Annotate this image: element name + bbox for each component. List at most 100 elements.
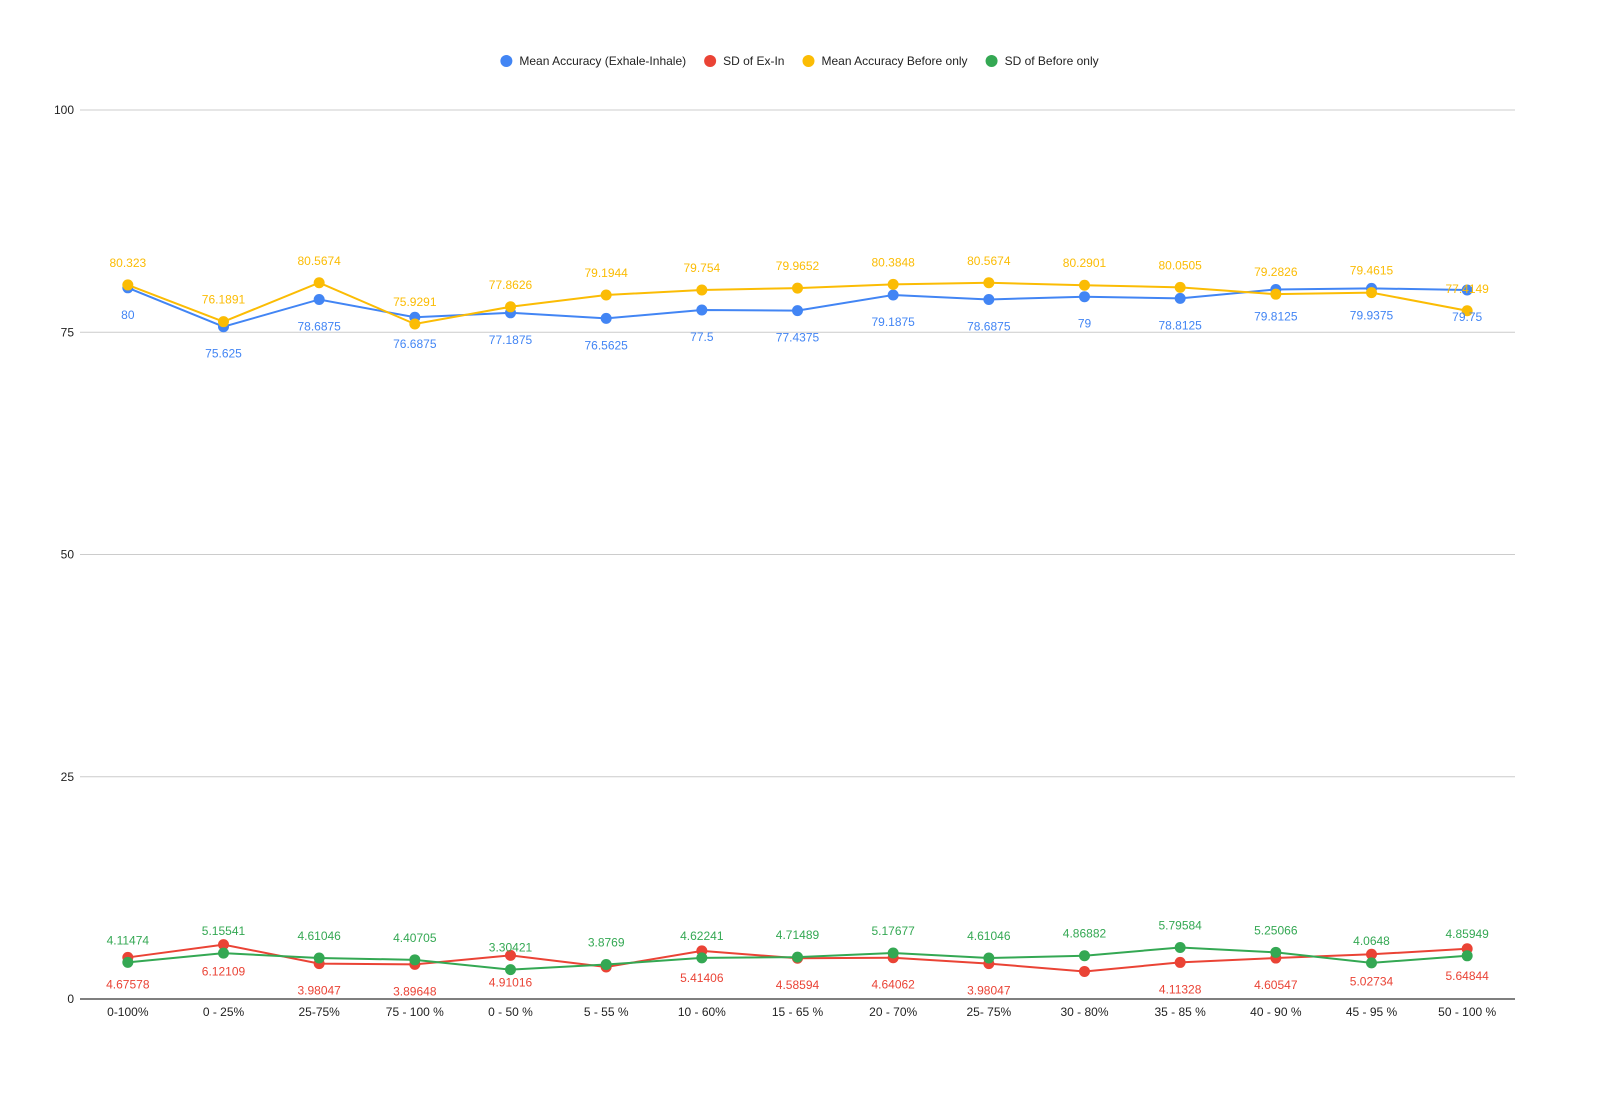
data-label: 4.62241 [680,929,724,943]
data-label: 79.8125 [1254,309,1298,323]
y-tick-label: 50 [61,548,75,562]
data-label: 5.79584 [1158,918,1202,932]
y-tick-label: 0 [67,992,74,1006]
data-point [1366,287,1377,299]
y-tick-label: 25 [61,770,75,784]
data-label: 80.5674 [967,254,1011,268]
x-tick-label: 0-100% [107,1005,149,1019]
data-point [409,318,421,330]
x-tick-label: 0 - 50 % [488,1005,533,1019]
data-point [983,277,995,289]
data-point [600,289,612,301]
data-label: 79 [1078,317,1092,331]
data-label: 79.2826 [1254,265,1298,279]
data-point [792,305,803,317]
legend-label: SD of Ex-In [723,54,784,68]
x-tick-label: 30 - 80% [1060,1005,1108,1019]
data-label: 75.625 [205,347,242,361]
data-label: 77.4375 [776,331,820,345]
data-label: 4.67578 [106,977,150,991]
x-tick-label: 20 - 70% [869,1005,917,1019]
chart-gridlines [80,109,1515,1000]
data-point [1461,305,1473,317]
data-point [696,304,708,316]
data-point [218,316,229,328]
data-point [792,951,803,963]
data-label: 79.9652 [776,259,820,273]
data-point [1270,946,1282,958]
data-label: 3.98047 [967,984,1011,998]
x-tick-label: 45 - 95 % [1346,1005,1398,1019]
legend-marker [500,55,513,67]
legend-item: SD of Ex-In [704,54,784,68]
data-label: 4.58594 [776,978,820,992]
data-label: 3.30421 [489,941,533,955]
data-point [313,277,325,289]
data-label: 79.75 [1452,310,1482,324]
data-label: 5.02734 [1350,974,1394,988]
data-point [1174,281,1186,293]
data-label: 78.8125 [1158,318,1202,332]
data-point [1270,288,1282,300]
x-tick-label: 40 - 90 % [1250,1005,1302,1019]
data-label: 78.6875 [297,319,341,333]
data-point [887,947,899,959]
data-point [122,956,134,968]
data-label: 4.64062 [871,978,915,992]
legend-marker [802,55,815,67]
data-label: 5.15541 [202,924,246,938]
data-label: 80.323 [109,256,146,270]
x-tick-label: 35 - 85 % [1154,1005,1206,1019]
data-label: 5.64844 [1445,969,1489,983]
data-label: 77.4149 [1445,282,1489,296]
data-point [505,301,516,313]
data-label: 4.11328 [1159,982,1202,996]
data-point [409,954,421,966]
data-point [122,279,134,291]
data-point [1461,950,1473,962]
x-tick-label: 15 - 65 % [772,1005,824,1019]
data-label: 4.60547 [1254,978,1298,992]
data-point [1174,941,1186,953]
chart-data-labels: 80 75.625 78.6875 76.6875 77.1875 76.5625 77.5… [106,254,1489,999]
chart-series [122,277,1473,977]
chart-legend: Mean Accuracy (Exhale-Inhale) SD of Ex-In… [500,54,1099,68]
data-label: 4.40705 [393,931,437,945]
data-label: 5.17677 [871,924,915,938]
data-label: 3.98047 [297,984,341,998]
x-tick-label: 75 - 100 % [386,1005,444,1019]
data-label: 78.6875 [967,319,1011,333]
legend-marker [985,55,998,67]
data-label: 4.71489 [776,928,820,942]
legend-marker [704,55,717,67]
y-axis-tick-labels: 0 25 50 75 100 [54,103,74,1006]
data-point [983,293,995,305]
data-label: 76.6875 [393,337,437,351]
legend-item: Mean Accuracy Before only [802,54,968,68]
data-point [792,282,803,294]
data-point [505,964,516,976]
x-tick-label: 10 - 60% [678,1005,726,1019]
data-label: 4.0648 [1353,934,1390,948]
data-point [1366,957,1377,969]
data-point [1174,956,1186,968]
data-label: 4.61046 [297,929,341,943]
data-label: 79.9375 [1350,308,1394,322]
data-point [218,939,229,951]
legend-label: Mean Accuracy Before only [821,54,967,68]
data-label: 5.25066 [1254,923,1298,937]
data-label: 77.8626 [489,278,533,292]
data-label: 80.0505 [1158,258,1202,272]
x-tick-label: 25-75% [298,1005,340,1019]
data-point [887,278,899,290]
y-tick-label: 100 [54,103,74,117]
data-label: 4.11474 [107,933,150,947]
data-label: 79.4615 [1350,264,1394,278]
x-axis-tick-labels: 0-100% 0 - 25% 25-75% 75 - 100 % 0 - 50 % 5 -… [107,1005,1496,1019]
data-label: 4.61046 [967,929,1011,943]
data-label: 80.3848 [871,255,915,269]
data-label: 75.9291 [393,295,437,309]
data-point [505,949,516,961]
legend-item: SD of Before only [985,54,1099,68]
